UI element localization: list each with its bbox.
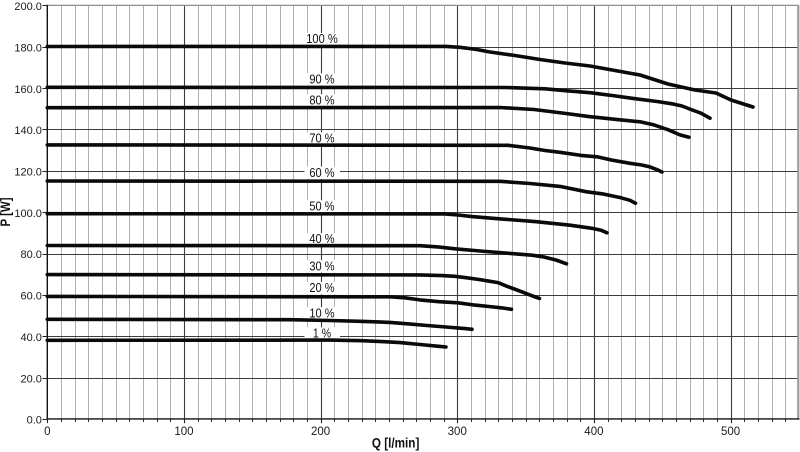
svg-text:40.0: 40.0 (20, 332, 41, 344)
svg-text:200.0: 200.0 (14, 1, 42, 13)
svg-text:0: 0 (44, 426, 50, 438)
svg-text:20.0: 20.0 (20, 373, 41, 385)
svg-text:70 %: 70 % (309, 132, 334, 146)
svg-text:60.0: 60.0 (20, 291, 41, 303)
svg-text:90 %: 90 % (309, 72, 334, 86)
svg-text:100.0: 100.0 (14, 208, 42, 220)
svg-text:80.0: 80.0 (20, 249, 41, 261)
svg-text:80 %: 80 % (309, 94, 334, 108)
svg-text:20 %: 20 % (309, 281, 334, 295)
svg-text:1 %: 1 % (313, 327, 331, 341)
svg-text:140.0: 140.0 (14, 125, 42, 137)
svg-text:50 %: 50 % (309, 199, 334, 213)
svg-text:200: 200 (311, 426, 330, 438)
svg-text:180.0: 180.0 (14, 42, 42, 54)
svg-text:300: 300 (448, 426, 467, 438)
svg-text:60 %: 60 % (309, 166, 334, 180)
svg-text:100: 100 (174, 426, 193, 438)
svg-text:500: 500 (721, 426, 740, 438)
svg-text:Q [l/min]: Q [l/min] (372, 436, 420, 451)
svg-text:40 %: 40 % (309, 232, 334, 246)
svg-text:30 %: 30 % (309, 259, 334, 273)
svg-text:0.0: 0.0 (27, 415, 42, 427)
svg-text:100 %: 100 % (306, 32, 338, 46)
svg-text:P [W]: P [W] (0, 198, 13, 227)
svg-text:160.0: 160.0 (14, 84, 42, 96)
svg-text:400: 400 (584, 426, 603, 438)
svg-text:120.0: 120.0 (14, 167, 42, 179)
svg-text:10 %: 10 % (309, 306, 334, 320)
